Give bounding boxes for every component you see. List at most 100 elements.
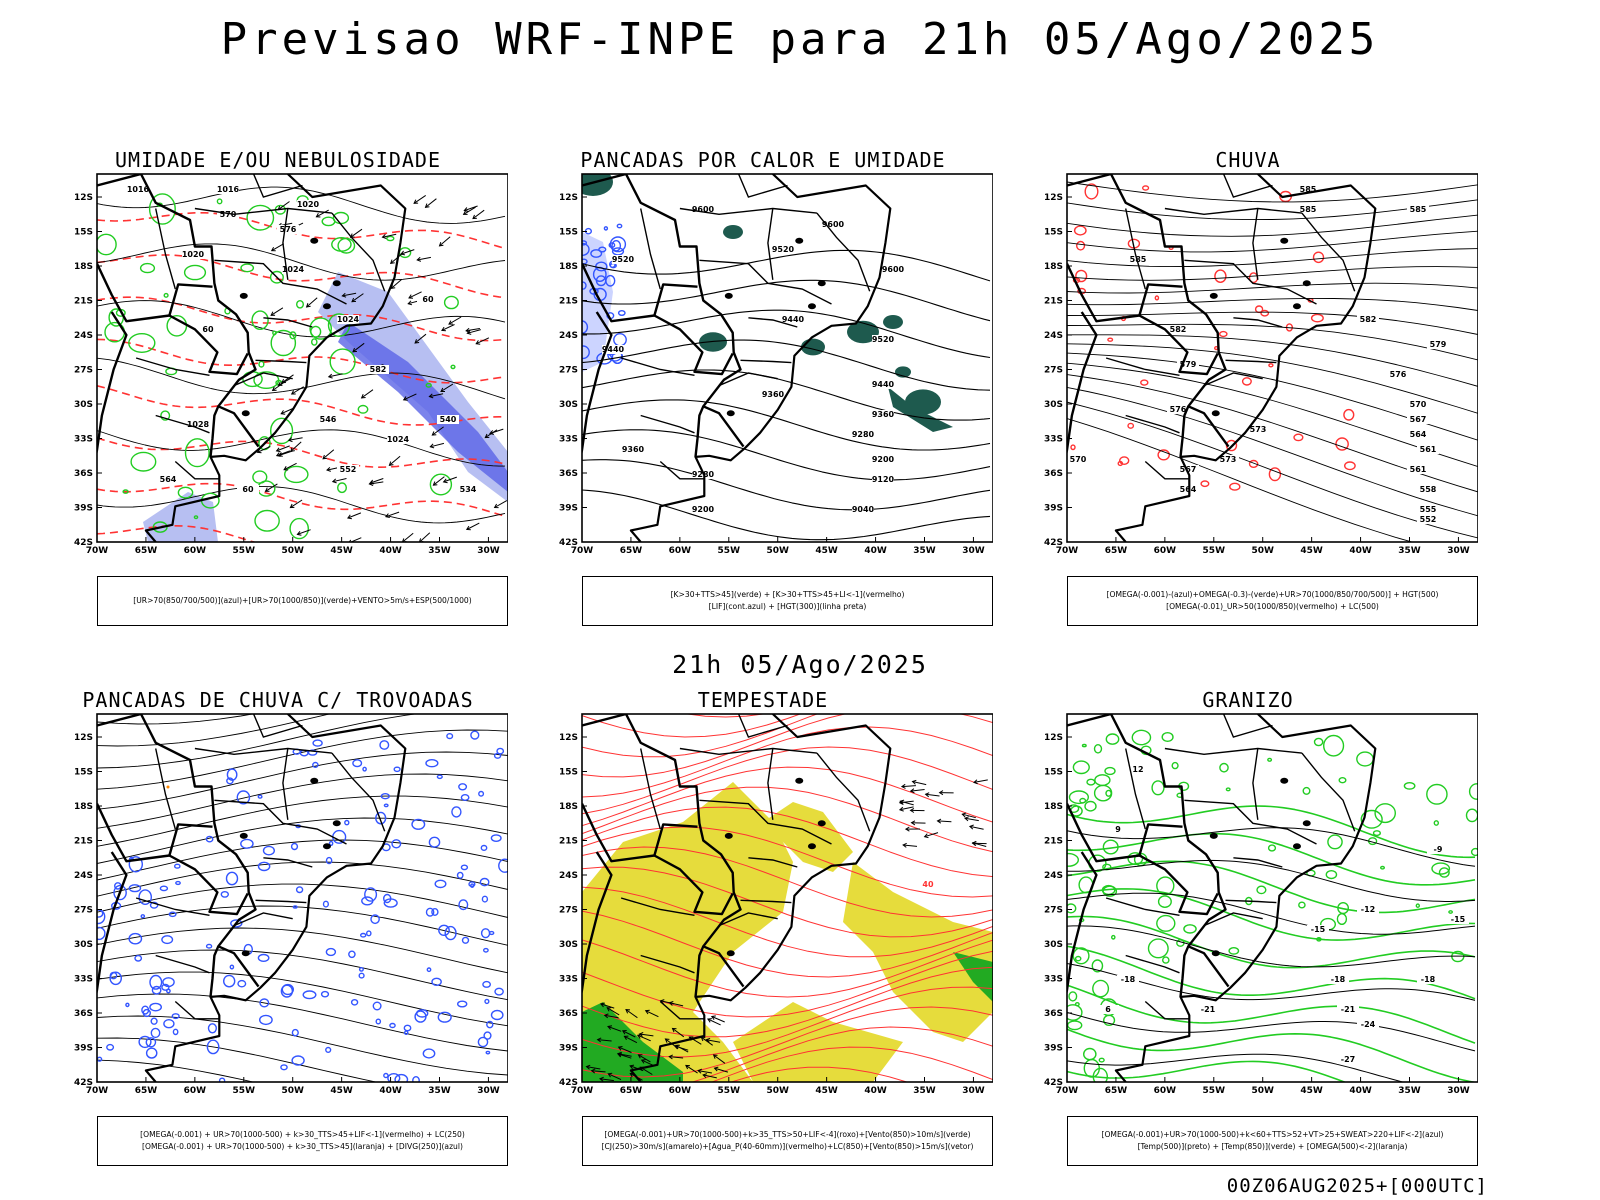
temp850-green-blob	[1380, 865, 1386, 870]
lat-tick-label: 30S	[74, 940, 93, 950]
humidity-green-contour	[429, 473, 453, 496]
label-bg	[1357, 905, 1379, 914]
map-chuva: 585 585 585 585 582 582 579 579 576 576 573 573 570 5…	[1018, 172, 1478, 572]
rain-red-area	[1154, 295, 1160, 301]
streamline	[97, 839, 508, 881]
wind-vector	[432, 426, 444, 436]
wind-vector-head	[428, 393, 434, 399]
map-layer: 9600 9600 9600 9520 9520 9520 9440 9440 9440 9360…	[582, 174, 991, 542]
label-bg	[1407, 205, 1429, 214]
temp850-green-blob-west	[1068, 991, 1078, 1002]
wind-vector-850-east	[900, 800, 914, 806]
divergence-contour	[220, 890, 230, 898]
divergence-contour-west	[172, 1028, 179, 1036]
label-bg	[457, 485, 479, 494]
humidity-green-contour	[337, 482, 348, 494]
country-border	[1067, 311, 1098, 456]
lat-tick-label: 15S	[1044, 228, 1063, 238]
footer-stamp: 00Z06AUG2025+[000UTC]	[1226, 1175, 1488, 1197]
label-bg	[417, 295, 439, 304]
lat-tick-label: 12S	[1044, 733, 1063, 743]
wind-vector-850	[604, 1014, 619, 1019]
wind-vector-head	[368, 481, 374, 486]
wind-vector-850-east	[964, 817, 979, 822]
humidity-green-contour	[184, 438, 210, 468]
wind-vector-850-head	[590, 1068, 596, 1074]
divergence-contour	[383, 1072, 389, 1079]
map-pancadas-trovoadas: 12S 15S 18S 21S 24S 27S 30S 33S 36S 39S 42S 70W 65W 6…	[48, 712, 508, 1112]
rain-red-area	[1229, 482, 1241, 491]
divergence-contour	[358, 972, 365, 979]
divergence-contour	[460, 793, 470, 801]
country-border	[168, 314, 249, 376]
legend-pancadas-trovoadas: [OMEGA(-0.001) + UR>70(1000-500) + k>30_…	[97, 1116, 508, 1166]
map-layer: 585 585 585 585 582 582 579 579 576 576 573 573 570 5…	[1067, 174, 1478, 542]
lif-contour	[617, 309, 626, 316]
lake	[726, 950, 735, 957]
map-layer: 40	[582, 714, 993, 1082]
divergence-contour	[262, 845, 276, 856]
contour-value-label: 573	[1220, 455, 1237, 464]
lif-contour	[608, 242, 616, 249]
state-border	[1203, 372, 1263, 387]
pressure-contour	[97, 429, 505, 467]
humidity-green-contour	[97, 233, 117, 256]
wind-vector-850-east-head	[923, 833, 929, 839]
divergence-contour	[222, 974, 236, 988]
lat-tick-label: 12S	[74, 193, 93, 203]
rain-red-area	[1107, 337, 1114, 342]
legend-line: [K>30+TTS>45](verde) + [K>30+TTS>45+LI<-…	[670, 590, 905, 599]
thickness-contour	[97, 437, 506, 468]
hgt300-contour	[582, 399, 991, 451]
divergence-contour	[434, 879, 447, 889]
label-bg	[1357, 315, 1379, 324]
divergence-contour	[389, 1022, 396, 1029]
wind-vector-850-head	[599, 1076, 604, 1082]
divergence-contour-west	[149, 1002, 163, 1012]
heat-shower-area	[883, 315, 903, 329]
lat-tick-label: 30S	[1044, 400, 1063, 410]
lon-tick-label: 30W	[477, 546, 500, 556]
label-bg	[1297, 205, 1319, 214]
streamline	[97, 729, 508, 790]
label-bg	[317, 415, 339, 424]
map-background	[1067, 174, 1478, 542]
divergence-contour	[205, 943, 213, 949]
temp850-green-blob	[1433, 820, 1439, 826]
contour-value-label: 576	[280, 225, 297, 234]
divergence-contour-west	[114, 882, 122, 890]
lc850-streamline	[729, 1066, 909, 1082]
temp850-green-blob	[1183, 924, 1197, 934]
lon-tick-label: 50W	[1251, 546, 1274, 556]
contour-value-label: -24	[1361, 1020, 1376, 1029]
contour-value-label: 60	[242, 485, 254, 494]
contour-value-label: 579	[1180, 360, 1197, 369]
label-bg	[692, 205, 714, 214]
country-border	[582, 714, 745, 988]
lat-tick-label: 21S	[559, 297, 578, 307]
divergence-contour	[485, 1050, 491, 1055]
wind-vector	[276, 445, 290, 452]
label-bg	[1307, 925, 1329, 934]
divergence-contour	[312, 739, 323, 747]
wind-vector	[448, 316, 462, 325]
lat-tick-label: 39S	[74, 1044, 93, 1054]
wind-vector-850-east-head	[971, 841, 977, 847]
temp850-green-blob-west	[1067, 1004, 1083, 1021]
divergence-contour	[291, 1055, 305, 1066]
lif-contour	[603, 226, 609, 231]
lat-tick-label: 42S	[1044, 1078, 1063, 1088]
wind-vector-head	[360, 394, 366, 399]
state-border	[1125, 748, 1146, 830]
wind-vector-850-east-head	[938, 790, 944, 796]
divergence-contour	[438, 924, 450, 937]
wind-vector-head	[327, 373, 333, 379]
divergence-contour	[494, 987, 504, 996]
humidity-blue-core	[338, 322, 508, 492]
wind-vector-head	[347, 514, 352, 520]
contour-value-label: 9200	[692, 505, 715, 514]
wind-vector-head	[414, 339, 420, 344]
wind-vector-850-east-head	[964, 816, 969, 822]
label-bg	[437, 415, 459, 424]
contour-value-label: 582	[1170, 325, 1187, 334]
